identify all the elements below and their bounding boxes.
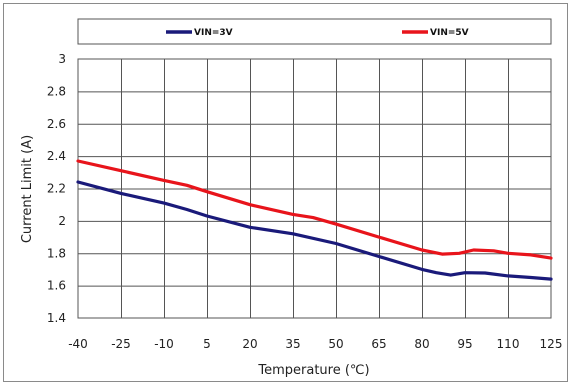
- y-tick-label: 2.4: [47, 149, 66, 163]
- legend-label: VIN=3V: [194, 28, 233, 38]
- grid: [77, 58, 552, 319]
- x-tick-label: 65: [371, 337, 386, 351]
- series-line: [76, 159, 553, 260]
- x-tick-label: 110: [497, 337, 520, 351]
- x-tick-label: 5: [203, 337, 211, 351]
- x-tick-label: 125: [540, 337, 563, 351]
- legend-label: VIN=5V: [430, 28, 469, 38]
- x-tick-label: -10: [154, 337, 174, 351]
- x-tick-label: 95: [457, 337, 472, 351]
- x-axis-title: Temperature (℃): [257, 363, 369, 378]
- x-tick-label: 35: [285, 337, 300, 351]
- series-lines: [76, 159, 553, 281]
- y-tick-label: 2.2: [47, 182, 66, 196]
- y-tick-label: 2.8: [47, 84, 66, 98]
- y-tick-label: 1.6: [47, 279, 66, 293]
- y-axis-title: Current Limit (A): [20, 135, 35, 243]
- x-tick-label: 20: [242, 337, 257, 351]
- x-tick-label: -25: [111, 337, 131, 351]
- legend: VIN=3V VIN=5V: [77, 18, 552, 45]
- x-tick-label: 50: [328, 337, 343, 351]
- tick-labels: -40 -25 -10 5 20 35 50 65 80 95 110 125 1.4 1.6 1.8 2 2.…: [47, 52, 563, 351]
- x-tick-label: -40: [68, 337, 88, 351]
- x-tick-label: 80: [414, 337, 429, 351]
- legend-box: [77, 18, 552, 45]
- y-tick-label: 1.8: [47, 246, 66, 260]
- y-tick-label: 2.6: [47, 117, 66, 131]
- y-tick-label: 3: [58, 52, 66, 66]
- y-tick-label: 2: [58, 214, 66, 228]
- y-tick-label: 1.4: [47, 311, 66, 325]
- series-line: [76, 180, 553, 281]
